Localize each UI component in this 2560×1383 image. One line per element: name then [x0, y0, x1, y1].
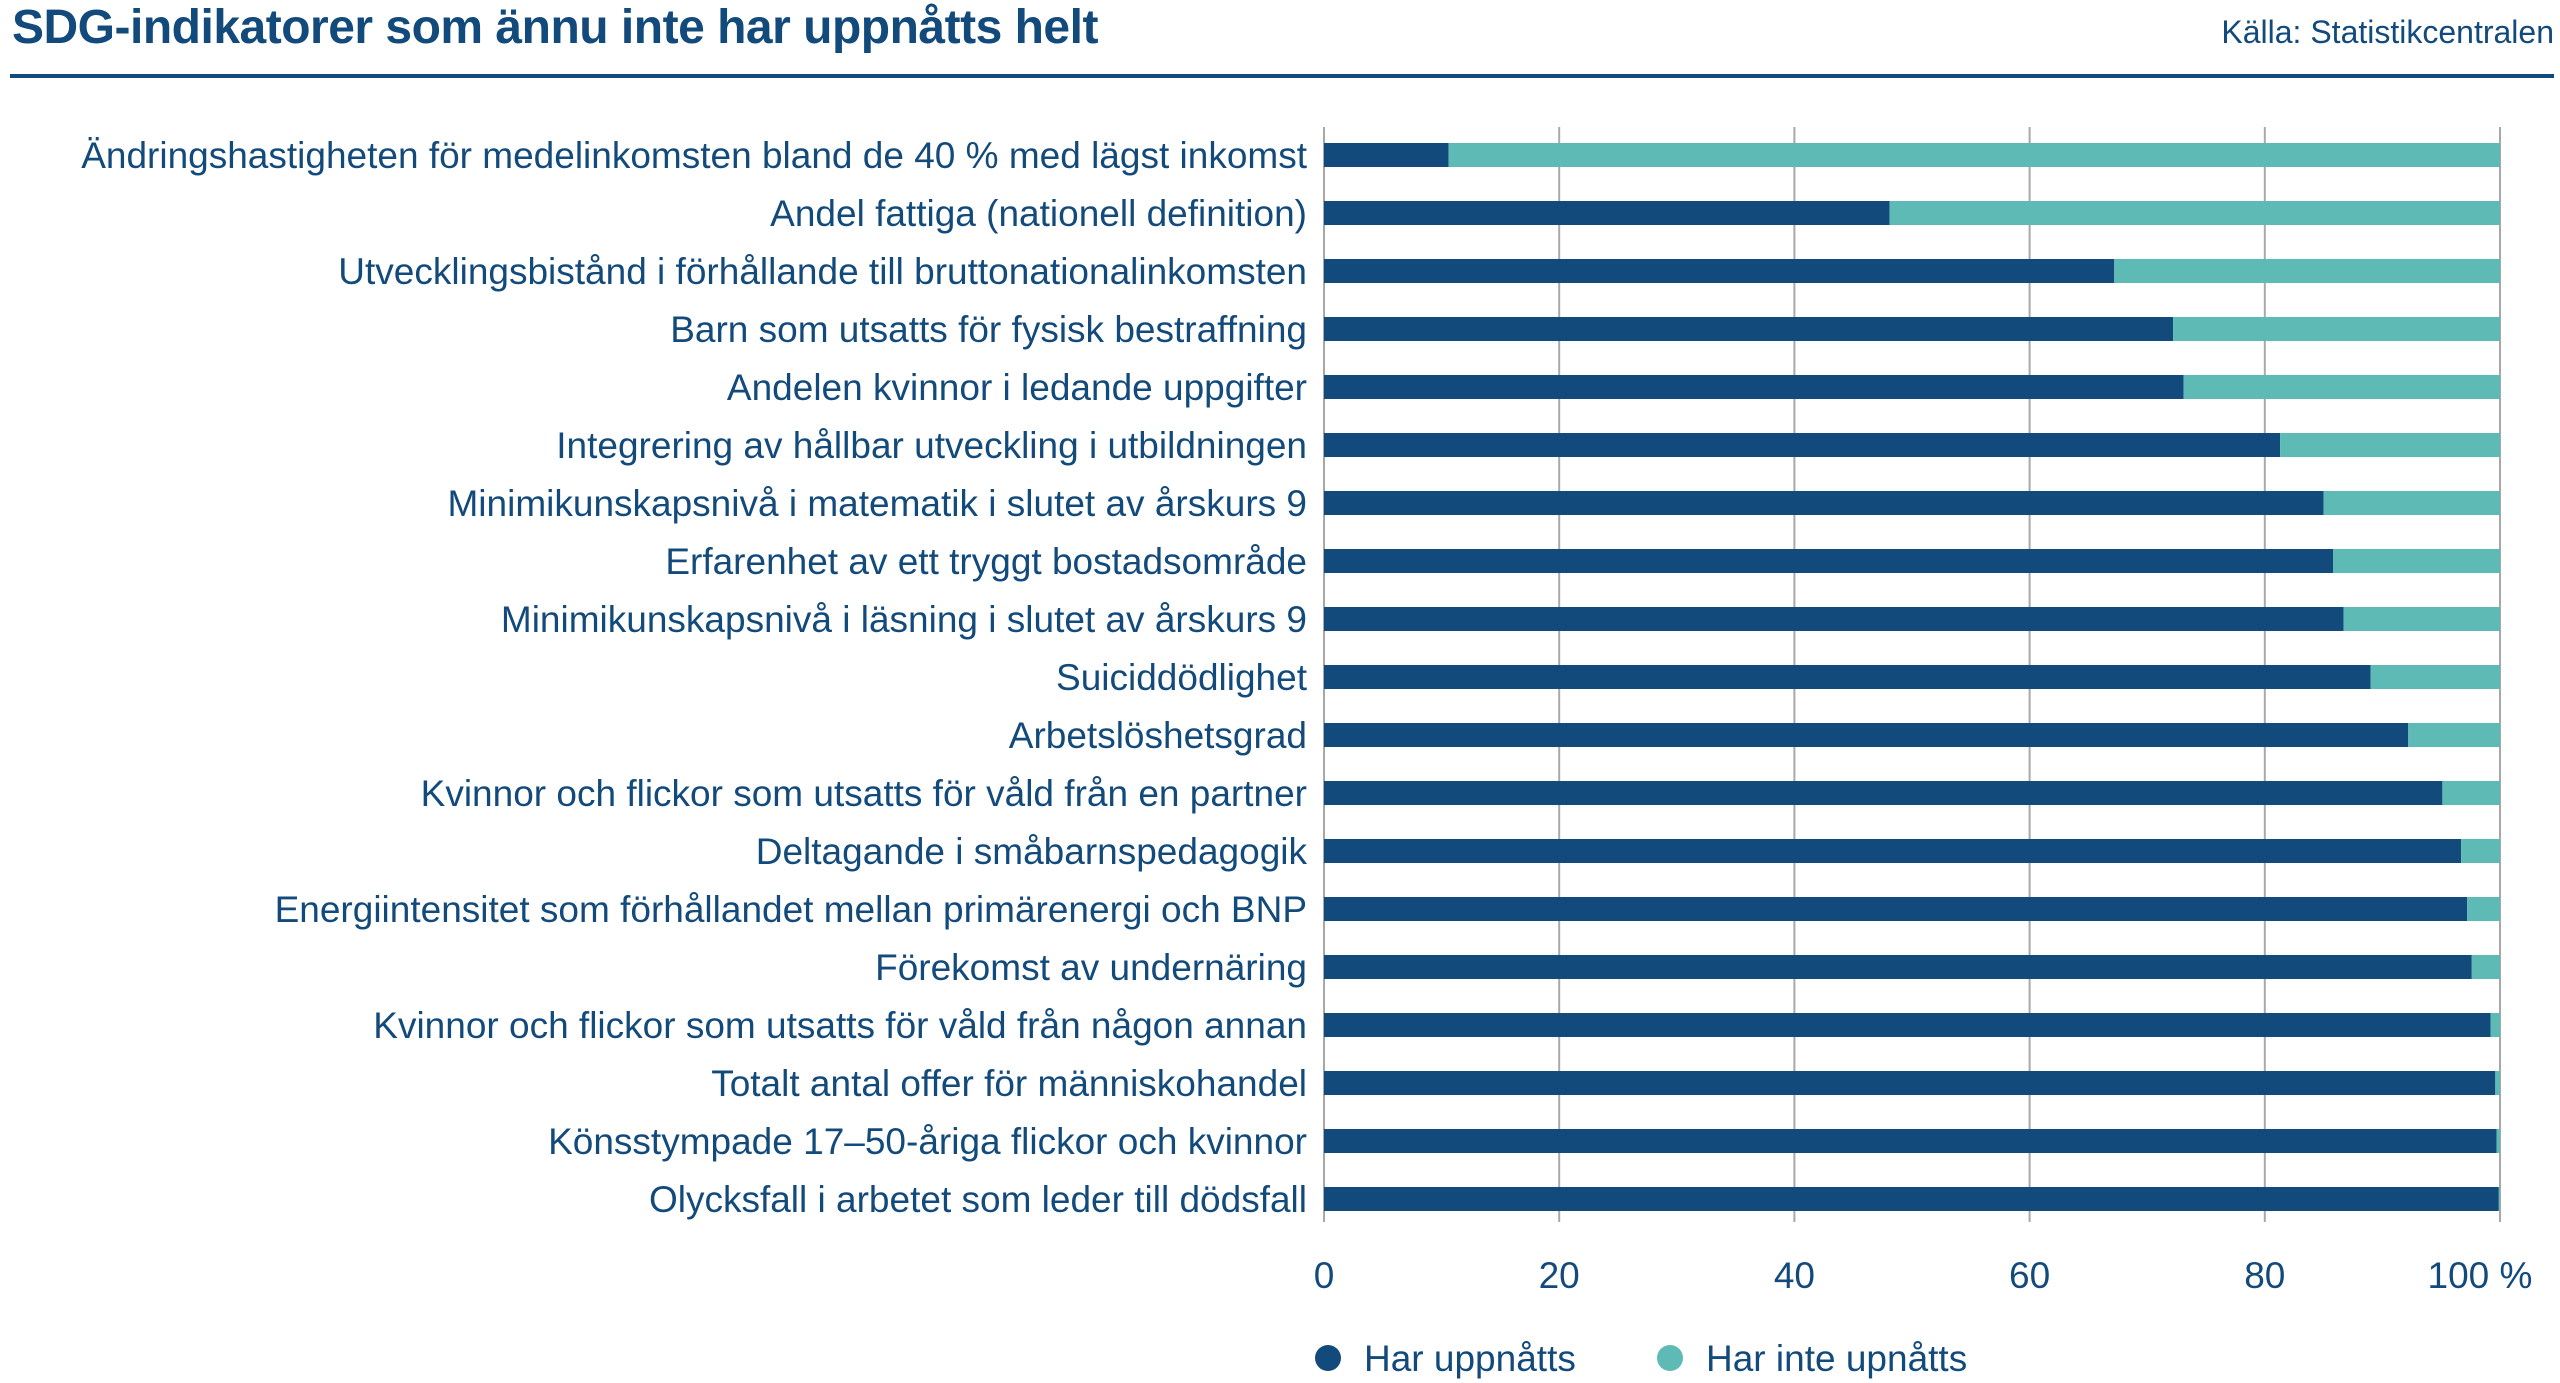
bar-segment-achieved [1324, 1071, 2496, 1095]
category-label: Andel fattiga (nationell definition) [770, 193, 1307, 234]
category-label: Kvinnor och flickor som utsatts för våld… [373, 1005, 1307, 1046]
x-tick-label: 80 [2244, 1255, 2285, 1296]
bar-segment-not-achieved [2442, 781, 2500, 805]
bar-segment-not-achieved [2323, 491, 2500, 515]
bar-segment-achieved [1324, 259, 2115, 283]
category-label: Minimikunskapsnivå i matematik i slutet … [447, 483, 1307, 524]
bar-segment-not-achieved [2498, 1187, 2500, 1211]
bar-segment-achieved [1324, 317, 2174, 341]
legend-marker-icon [1315, 1345, 1341, 1371]
category-label: Barn som utsatts för fysisk bestraffning [670, 309, 1307, 350]
legend-label: Har uppnåtts [1364, 1338, 1576, 1379]
category-label: Olycksfall i arbetet som leder till döds… [649, 1179, 1307, 1220]
source-label: Källa: Statistikcentralen [2221, 14, 2554, 50]
bar-segment-achieved [1324, 201, 1890, 225]
bar-segment-not-achieved [2333, 549, 2500, 573]
bar-segment-achieved [1324, 491, 2324, 515]
bar-segment-not-achieved [2370, 665, 2500, 689]
x-tick-label: 40 [1774, 1255, 1815, 1296]
bar-segment-achieved [1324, 1013, 2491, 1037]
category-label: Ändringshastigheten för medelinkomsten b… [81, 135, 1308, 176]
category-label: Totalt antal offer för människohandel [711, 1063, 1307, 1104]
bar-segment-not-achieved [2490, 1013, 2500, 1037]
category-label: Energiintensitet som förhållandet mellan… [275, 889, 1307, 930]
category-label: Minimikunskapsnivå i läsning i slutet av… [501, 599, 1307, 640]
x-tick-label: 100 % [2428, 1255, 2533, 1296]
category-label: Könsstympade 17–50-åriga flickor och kvi… [548, 1121, 1307, 1162]
bar-segment-achieved [1324, 433, 2281, 457]
bar-segment-not-achieved [2496, 1129, 2500, 1153]
bar-segment-achieved [1324, 1187, 2499, 1211]
bar-segment-achieved [1324, 897, 2468, 921]
bar-segment-not-achieved [2114, 259, 2500, 283]
bar-segment-not-achieved [2467, 897, 2500, 921]
bar-segment-not-achieved [1448, 143, 2500, 167]
bar-segment-not-achieved [1889, 201, 2500, 225]
bar-segment-achieved [1324, 665, 2371, 689]
header-divider [10, 74, 2554, 78]
category-label: Andelen kvinnor i ledande uppgifter [727, 367, 1307, 408]
legend-label: Har inte upnåtts [1706, 1338, 1967, 1379]
category-label: Suiciddödlighet [1056, 657, 1308, 698]
bar-segment-not-achieved [2471, 955, 2500, 979]
bar-segment-not-achieved [2408, 723, 2500, 747]
category-label: Utvecklingsbistånd i förhållande till br… [338, 251, 1307, 292]
category-label: Kvinnor och flickor som utsatts för våld… [421, 773, 1307, 814]
category-label: Erfarenhet av ett tryggt bostadsområde [665, 541, 1307, 582]
category-label: Deltagande i småbarnspedagogik [756, 831, 1308, 872]
bar-segment-achieved [1324, 143, 1449, 167]
bar-segment-achieved [1324, 549, 2334, 573]
category-label: Integrering av hållbar utveckling i utbi… [556, 425, 1307, 466]
bar-segment-achieved [1324, 781, 2443, 805]
bar-segment-not-achieved [2173, 317, 2500, 341]
bar-segment-achieved [1324, 607, 2344, 631]
bar-segment-not-achieved [2280, 433, 2500, 457]
legend-marker-icon [1657, 1345, 1683, 1371]
bar-segment-achieved [1324, 839, 2462, 863]
bar-segment-achieved [1324, 723, 2409, 747]
x-tick-label: 20 [1539, 1255, 1580, 1296]
chart-title: SDG-indikatorer som ännu inte har uppnåt… [12, 1, 1098, 54]
bar-segment-not-achieved [2495, 1071, 2500, 1095]
bar-segment-achieved [1324, 1129, 2497, 1153]
category-label: Förekomst av undernäring [875, 947, 1307, 988]
category-label: Arbetslöshetsgrad [1009, 715, 1307, 756]
bar-segment-achieved [1324, 375, 2184, 399]
bar-segment-achieved [1324, 955, 2472, 979]
x-tick-label: 0 [1314, 1255, 1335, 1296]
bar-segment-not-achieved [2343, 607, 2500, 631]
bar-segment-not-achieved [2183, 375, 2500, 399]
x-tick-label: 60 [2009, 1255, 2050, 1296]
bar-segment-not-achieved [2461, 839, 2500, 863]
